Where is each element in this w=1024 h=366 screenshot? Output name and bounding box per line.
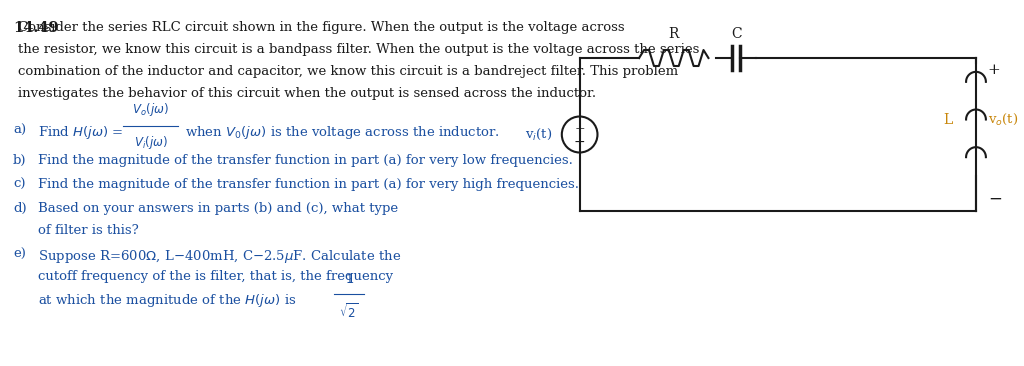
Text: b): b) bbox=[13, 154, 27, 167]
Text: R: R bbox=[669, 27, 679, 41]
Text: the resistor, we know this circuit is a bandpass filter. When the output is the : the resistor, we know this circuit is a … bbox=[17, 43, 699, 56]
Text: v$_i$(t): v$_i$(t) bbox=[525, 127, 552, 142]
Text: −: − bbox=[988, 190, 1001, 208]
Text: of filter is this?: of filter is this? bbox=[38, 224, 138, 237]
Text: Based on your answers in parts (b) and (c), what type: Based on your answers in parts (b) and (… bbox=[38, 202, 397, 215]
Text: a): a) bbox=[13, 124, 26, 137]
Text: c): c) bbox=[13, 178, 26, 191]
Text: cutoff frequency of the is filter, that is, the frequency: cutoff frequency of the is filter, that … bbox=[38, 270, 393, 283]
Text: Suppose R=600$\Omega$, L$-$400mH, C$-$2.5$\mu$F. Calculate the: Suppose R=600$\Omega$, L$-$400mH, C$-$2.… bbox=[38, 248, 400, 265]
Text: $V_i(j\omega)$: $V_i(j\omega)$ bbox=[133, 134, 168, 151]
Text: +: + bbox=[988, 63, 1000, 77]
Text: C: C bbox=[731, 27, 741, 41]
Text: e): e) bbox=[13, 248, 26, 261]
Text: −: − bbox=[573, 134, 586, 149]
Text: when $V_0(j\omega)$ is the voltage across the inductor.: when $V_0(j\omega)$ is the voltage acros… bbox=[185, 124, 500, 141]
Text: at which the magnitude of the $H(j\omega)$ is: at which the magnitude of the $H(j\omega… bbox=[38, 292, 296, 309]
Text: combination of the inductor and capacitor, we know this circuit is a bandreject : combination of the inductor and capacito… bbox=[17, 65, 678, 78]
Text: $V_o(j\omega)$: $V_o(j\omega)$ bbox=[132, 101, 169, 119]
Text: investigates the behavior of this circuit when the output is sensed across the i: investigates the behavior of this circui… bbox=[17, 87, 596, 100]
Text: Find the magnitude of the transfer function in part (a) for very high frequencie: Find the magnitude of the transfer funct… bbox=[38, 178, 579, 191]
Text: +: + bbox=[574, 123, 585, 136]
Text: Find $H(j\omega)$ =: Find $H(j\omega)$ = bbox=[38, 124, 123, 141]
Text: 14.49: 14.49 bbox=[13, 21, 58, 35]
Text: Find the magnitude of the transfer function in part (a) for very low frequencies: Find the magnitude of the transfer funct… bbox=[38, 154, 572, 167]
Text: $\sqrt{2}$: $\sqrt{2}$ bbox=[339, 302, 358, 321]
Text: $1$: $1$ bbox=[345, 273, 353, 287]
Text: L: L bbox=[943, 112, 953, 127]
Text: Consider the series RLC circuit shown in the figure. When the output is the volt: Consider the series RLC circuit shown in… bbox=[17, 21, 625, 34]
Text: d): d) bbox=[13, 202, 27, 215]
Text: v$_o$(t): v$_o$(t) bbox=[988, 112, 1018, 127]
